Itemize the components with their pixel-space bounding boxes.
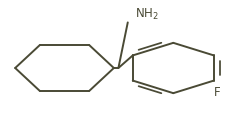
Text: NH$_2$: NH$_2$ [135, 7, 159, 22]
Text: F: F [213, 86, 220, 99]
